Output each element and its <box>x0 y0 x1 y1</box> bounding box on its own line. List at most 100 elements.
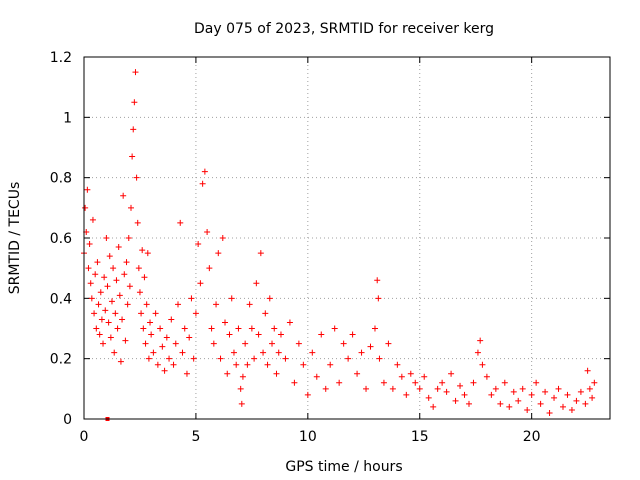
data-point <box>439 379 446 386</box>
data-point <box>219 235 226 241</box>
data-point <box>262 310 269 317</box>
data-point <box>86 241 93 248</box>
data-point <box>533 379 540 386</box>
data-point <box>111 349 118 356</box>
data-point <box>107 334 114 341</box>
data-point <box>154 361 161 368</box>
data-point <box>183 370 190 377</box>
data-point <box>375 295 382 302</box>
data-point <box>376 355 383 362</box>
data-point <box>122 337 129 344</box>
data-point <box>94 259 101 266</box>
data-point <box>242 340 249 347</box>
data-point <box>228 295 235 302</box>
data-point <box>113 277 120 284</box>
data-point <box>457 382 464 389</box>
data-point <box>271 325 278 332</box>
data-point <box>152 310 159 317</box>
data-point <box>95 301 102 308</box>
y-tick-label: 0.4 <box>50 291 72 307</box>
data-point <box>101 274 108 281</box>
data-point <box>168 316 175 323</box>
data-point <box>340 340 347 347</box>
data-point <box>138 310 145 317</box>
data-point <box>573 397 580 404</box>
data-point <box>85 265 92 272</box>
data-point <box>246 301 253 308</box>
axis-ticks: 0 5 10 15 20 0 0.2 0.4 0.6 0.8 1 1.2 <box>50 50 610 445</box>
data-point <box>251 355 258 362</box>
data-point <box>233 361 240 368</box>
data-point <box>91 310 98 317</box>
data-point <box>235 325 242 332</box>
data-point <box>201 168 208 175</box>
data-point <box>192 310 199 317</box>
data-point <box>564 391 571 398</box>
data-point <box>501 379 508 386</box>
data-point <box>470 379 477 386</box>
data-point <box>577 388 584 395</box>
data-point <box>102 307 109 314</box>
data-point <box>291 379 298 386</box>
data-point <box>142 340 149 347</box>
data-point <box>115 244 122 251</box>
data-point <box>412 379 419 386</box>
plot-frame <box>83 56 611 420</box>
data-point <box>135 265 142 272</box>
data-point <box>380 379 387 386</box>
data-points <box>81 69 598 421</box>
data-point <box>586 385 593 392</box>
data-point <box>82 204 89 211</box>
data-point <box>166 355 173 362</box>
data-point <box>568 406 575 413</box>
data-point <box>150 349 157 356</box>
data-point <box>434 385 441 392</box>
data-point <box>389 385 396 392</box>
data-point <box>257 250 264 257</box>
data-point <box>515 397 522 404</box>
data-point <box>398 373 405 380</box>
data-point <box>300 361 307 368</box>
data-point <box>92 271 99 278</box>
data-point <box>461 391 468 398</box>
data-point <box>93 325 100 332</box>
data-point <box>112 310 119 317</box>
data-point <box>403 391 410 398</box>
data-point <box>89 216 96 223</box>
data-point <box>163 334 170 341</box>
data-point <box>275 349 282 356</box>
data-point <box>139 247 146 254</box>
data-point <box>542 388 549 395</box>
data-point <box>133 174 140 181</box>
data-point <box>84 186 91 193</box>
data-point <box>488 391 495 398</box>
data-point <box>474 349 481 356</box>
data-point <box>147 319 154 326</box>
data-point <box>237 385 244 392</box>
data-point <box>443 388 450 395</box>
data-point <box>126 283 133 290</box>
data-point <box>582 400 589 407</box>
data-point <box>188 295 195 302</box>
data-point <box>129 153 136 160</box>
data-point <box>483 373 490 380</box>
data-point <box>206 265 213 272</box>
data-point <box>584 367 591 374</box>
data-point <box>136 289 143 296</box>
data-point <box>110 265 117 272</box>
data-point <box>215 250 222 257</box>
x-tick-label: 10 <box>299 429 317 445</box>
data-point <box>524 406 531 413</box>
data-point <box>528 391 535 398</box>
data-point <box>104 283 111 290</box>
y-tick-label: 0.8 <box>50 171 72 187</box>
x-tick-label: 5 <box>191 429 200 445</box>
data-point <box>120 192 127 199</box>
data-point <box>96 331 103 338</box>
data-point <box>492 385 499 392</box>
data-point <box>230 349 237 356</box>
data-point <box>217 355 224 362</box>
data-point <box>430 403 437 410</box>
data-point <box>108 298 115 305</box>
x-tick-label: 15 <box>411 429 429 445</box>
